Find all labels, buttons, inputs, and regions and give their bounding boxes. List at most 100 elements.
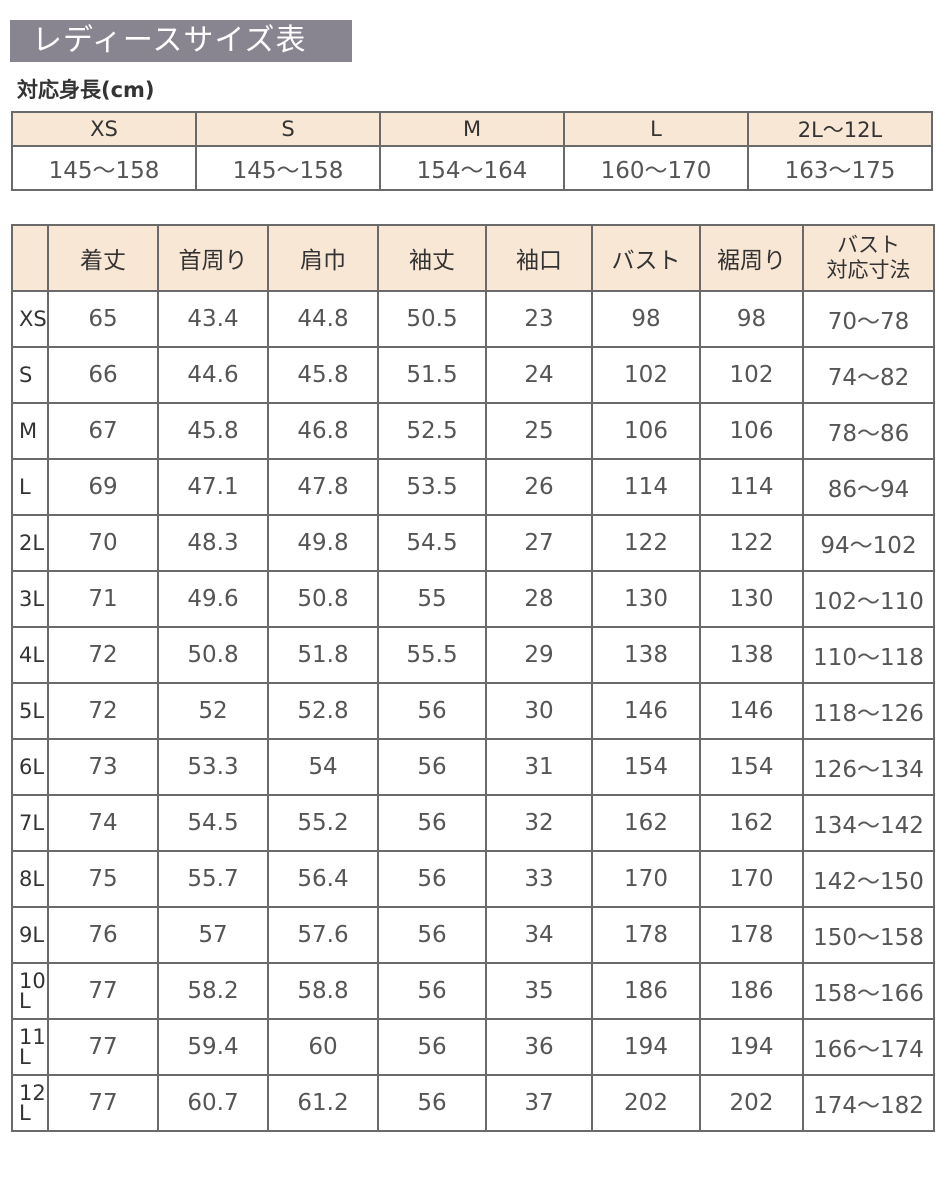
measurement-cell: 26 <box>485 458 593 516</box>
table-row: 9L 76 57 57.6 56 34 178 178 150〜158 <box>11 906 935 964</box>
measurement-cell: 54 <box>267 738 379 796</box>
height-range: 163〜175 <box>747 145 933 191</box>
height-table: XS S M L 2L〜12L 145〜158 145〜158 154〜164 160〜170… <box>11 111 933 191</box>
size-cell: 9L <box>11 906 49 964</box>
measurement-cell: 114 <box>591 458 701 516</box>
table-row: 2L 70 48.3 49.8 54.5 27 122 122 94〜102 <box>11 514 935 572</box>
measurement-cell: 56 <box>377 682 487 740</box>
table-row: S 66 44.6 45.8 51.5 24 102 102 74〜82 <box>11 346 935 404</box>
size-label: 2L〜12L <box>747 111 933 147</box>
column-header: 裾周り <box>699 224 804 292</box>
measurement-cell: 146 <box>591 682 701 740</box>
size-cell: 10L <box>11 962 49 1020</box>
measurement-cell: 47.1 <box>157 458 269 516</box>
size-cell: 6L <box>11 738 49 796</box>
size-cell: 2L <box>11 514 49 572</box>
measurement-cell: 47.8 <box>267 458 379 516</box>
measurement-cell: 56 <box>377 1018 487 1076</box>
measurement-cell: 102 <box>699 346 804 404</box>
measurement-cell: 49.8 <box>267 514 379 572</box>
column-header: 袖丈 <box>377 224 487 292</box>
measurement-cell: 30 <box>485 682 593 740</box>
measurement-cell: 194 <box>591 1018 701 1076</box>
measurement-cell: 44.8 <box>267 290 379 348</box>
measurement-cell: 74 <box>47 794 159 852</box>
measurement-cell: 52.5 <box>377 402 487 460</box>
measurement-cell: 130 <box>591 570 701 628</box>
column-header: バスト 対応寸法 <box>802 224 935 292</box>
measurement-cell: 78〜86 <box>802 402 935 460</box>
measurement-cell: 43.4 <box>157 290 269 348</box>
size-label: L <box>563 111 749 147</box>
measurement-cell: 56 <box>377 738 487 796</box>
measurement-cell: 86〜94 <box>802 458 935 516</box>
measurement-cell: 122 <box>699 514 804 572</box>
measurement-cell: 194 <box>699 1018 804 1076</box>
measurement-cell: 118〜126 <box>802 682 935 740</box>
measurement-cell: 158〜166 <box>802 962 935 1020</box>
measurement-cell: 72 <box>47 682 159 740</box>
height-value-row: 145〜158 145〜158 154〜164 160〜170 163〜175 <box>11 145 933 191</box>
measurement-cell: 98 <box>591 290 701 348</box>
measurement-cell: 58.2 <box>157 962 269 1020</box>
measurement-cell: 162 <box>699 794 804 852</box>
measurement-cell: 67 <box>47 402 159 460</box>
measurement-cell: 186 <box>591 962 701 1020</box>
measurement-cell: 174〜182 <box>802 1074 935 1132</box>
measurement-cell: 29 <box>485 626 593 684</box>
size-label: S <box>195 111 381 147</box>
measurement-cell: 73 <box>47 738 159 796</box>
measurement-cell: 106 <box>591 402 701 460</box>
height-header-row: XS S M L 2L〜12L <box>11 111 933 147</box>
measurement-cell: 66 <box>47 346 159 404</box>
measurement-cell: 33 <box>485 850 593 908</box>
table-row: L 69 47.1 47.8 53.5 26 114 114 86〜94 <box>11 458 935 516</box>
measurement-cell: 69 <box>47 458 159 516</box>
size-cell: 12L <box>11 1074 49 1132</box>
measurement-cell: 77 <box>47 1074 159 1132</box>
measurement-cell: 52 <box>157 682 269 740</box>
measurement-cell: 138 <box>699 626 804 684</box>
size-cell: 7L <box>11 794 49 852</box>
size-cell: S <box>11 346 49 404</box>
measurement-cell: 162 <box>591 794 701 852</box>
measurement-cell: 138 <box>591 626 701 684</box>
measurement-cell: 60.7 <box>157 1074 269 1132</box>
measurement-cell: 56.4 <box>267 850 379 908</box>
measurement-cell: 59.4 <box>157 1018 269 1076</box>
column-header-line: 対応寸法 <box>826 258 911 282</box>
measurement-cell: 110〜118 <box>802 626 935 684</box>
size-cell: 4L <box>11 626 49 684</box>
column-header: 首周り <box>157 224 269 292</box>
measurement-cell: 44.6 <box>157 346 269 404</box>
size-table: 着丈 首周り 肩巾 袖丈 袖口 バスト 裾周り バスト 対応寸法 XS 65 43.4 44.8 50.… <box>11 224 935 1132</box>
table-row: XS 65 43.4 44.8 50.5 23 98 98 70〜78 <box>11 290 935 348</box>
measurement-cell: 126〜134 <box>802 738 935 796</box>
size-cell: L <box>11 458 49 516</box>
table-row: 12L 77 60.7 61.2 56 37 202 202 174〜182 <box>11 1074 935 1132</box>
column-header: 肩巾 <box>267 224 379 292</box>
measurement-cell: 56 <box>377 906 487 964</box>
page-title: レディースサイズ表 <box>10 20 352 62</box>
measurement-cell: 36 <box>485 1018 593 1076</box>
table-row: 3L 71 49.6 50.8 55 28 130 130 102〜110 <box>11 570 935 628</box>
measurement-cell: 54.5 <box>377 514 487 572</box>
table-row: 5L 72 52 52.8 56 30 146 146 118〜126 <box>11 682 935 740</box>
measurement-cell: 134〜142 <box>802 794 935 852</box>
column-header <box>11 224 49 292</box>
measurement-cell: 50.5 <box>377 290 487 348</box>
measurement-cell: 56 <box>377 850 487 908</box>
measurement-cell: 57 <box>157 906 269 964</box>
measurement-cell: 130 <box>699 570 804 628</box>
measurement-cell: 186 <box>699 962 804 1020</box>
measurement-cell: 34 <box>485 906 593 964</box>
measurement-cell: 37 <box>485 1074 593 1132</box>
table-row: M 67 45.8 46.8 52.5 25 106 106 78〜86 <box>11 402 935 460</box>
table-row: 10L 77 58.2 58.8 56 35 186 186 158〜166 <box>11 962 935 1020</box>
table-row: 4L 72 50.8 51.8 55.5 29 138 138 110〜118 <box>11 626 935 684</box>
measurement-cell: 51.5 <box>377 346 487 404</box>
measurement-cell: 45.8 <box>157 402 269 460</box>
measurement-cell: 31 <box>485 738 593 796</box>
measurement-cell: 50.8 <box>157 626 269 684</box>
measurement-cell: 54.5 <box>157 794 269 852</box>
